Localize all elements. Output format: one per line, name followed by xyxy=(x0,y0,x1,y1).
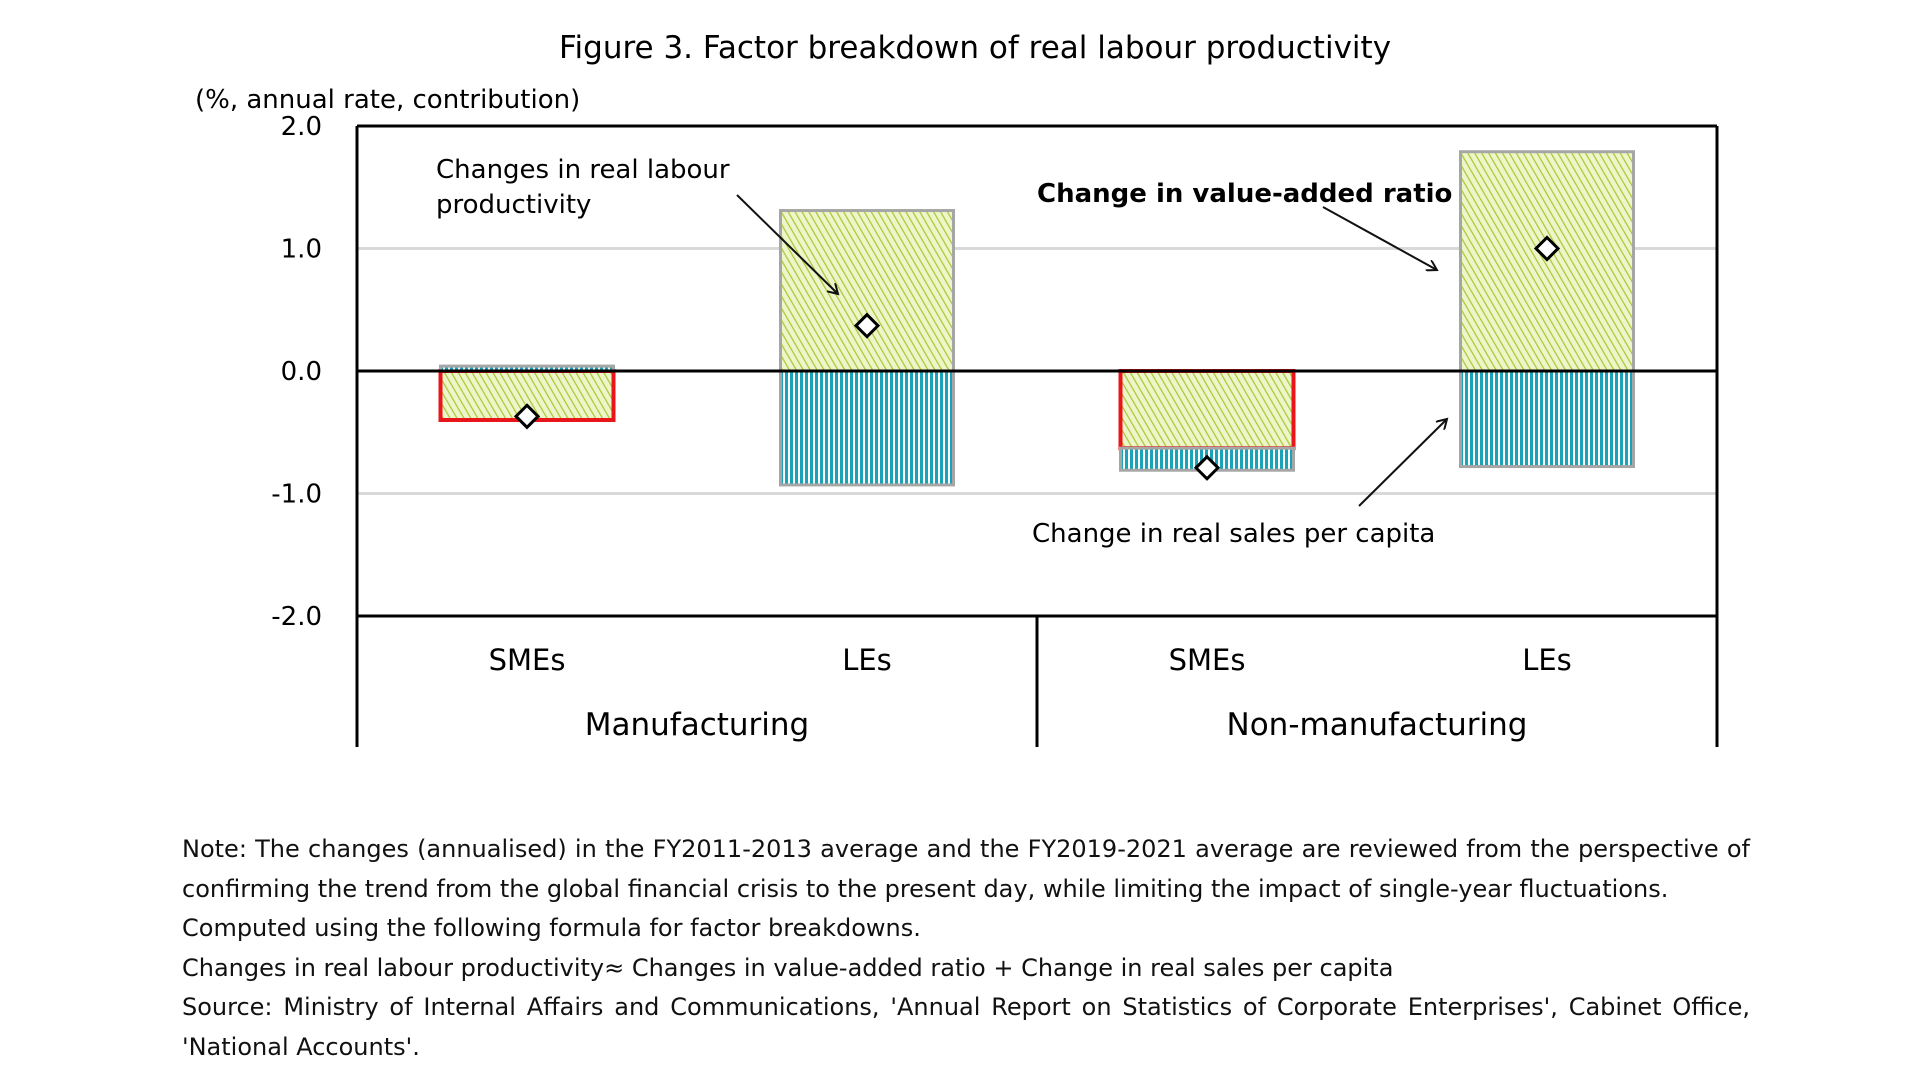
y-tick-label: 1.0 xyxy=(281,235,322,265)
group-label: Manufacturing xyxy=(585,707,809,743)
note-line: confirming the trend from the global fin… xyxy=(182,870,1750,910)
category-label: LEs xyxy=(842,643,892,677)
note-line: Source: Ministry of Internal Affairs and… xyxy=(182,988,1750,1028)
note-line: Computed using the following formula for… xyxy=(182,909,1750,949)
category-label: SMEs xyxy=(489,643,566,677)
annotation-real-sales-per-capita: Change in real sales per capita xyxy=(1032,519,1435,549)
note-line: Note: The changes (annualised) in the FY… xyxy=(182,830,1750,870)
y-tick-label: 2.0 xyxy=(281,112,322,142)
annotation-arrow-value-added-ratio xyxy=(1323,207,1437,270)
annotation-labour-productivity: Changes in real labour productivity xyxy=(436,155,738,220)
y-tick-label: -1.0 xyxy=(271,480,322,510)
note-line: 'National Accounts'. xyxy=(182,1028,1750,1067)
note-line: Changes in real labour productivity≈ Cha… xyxy=(182,949,1750,989)
bar-real-sales-per-capita xyxy=(781,371,954,485)
group-label: Non-manufacturing xyxy=(1227,707,1528,743)
annotation-value-added-ratio: Change in value-added ratio xyxy=(1037,179,1452,209)
bar-real-sales-per-capita xyxy=(1461,371,1634,467)
bar-value-added-ratio xyxy=(781,211,954,371)
factor-breakdown-chart: Figure 3. Factor breakdown of real labou… xyxy=(0,0,1920,820)
chart-title: Figure 3. Factor breakdown of real labou… xyxy=(559,30,1391,66)
category-label: LEs xyxy=(1522,643,1572,677)
y-tick-label: -2.0 xyxy=(271,602,322,632)
bar-value-added-ratio xyxy=(1121,371,1294,448)
y-axis-unit-label: (%, annual rate, contribution) xyxy=(195,85,580,115)
category-label: SMEs xyxy=(1169,643,1246,677)
y-tick-label: 0.0 xyxy=(281,357,322,387)
chart-notes: Note: The changes (annualised) in the FY… xyxy=(182,830,1750,1067)
